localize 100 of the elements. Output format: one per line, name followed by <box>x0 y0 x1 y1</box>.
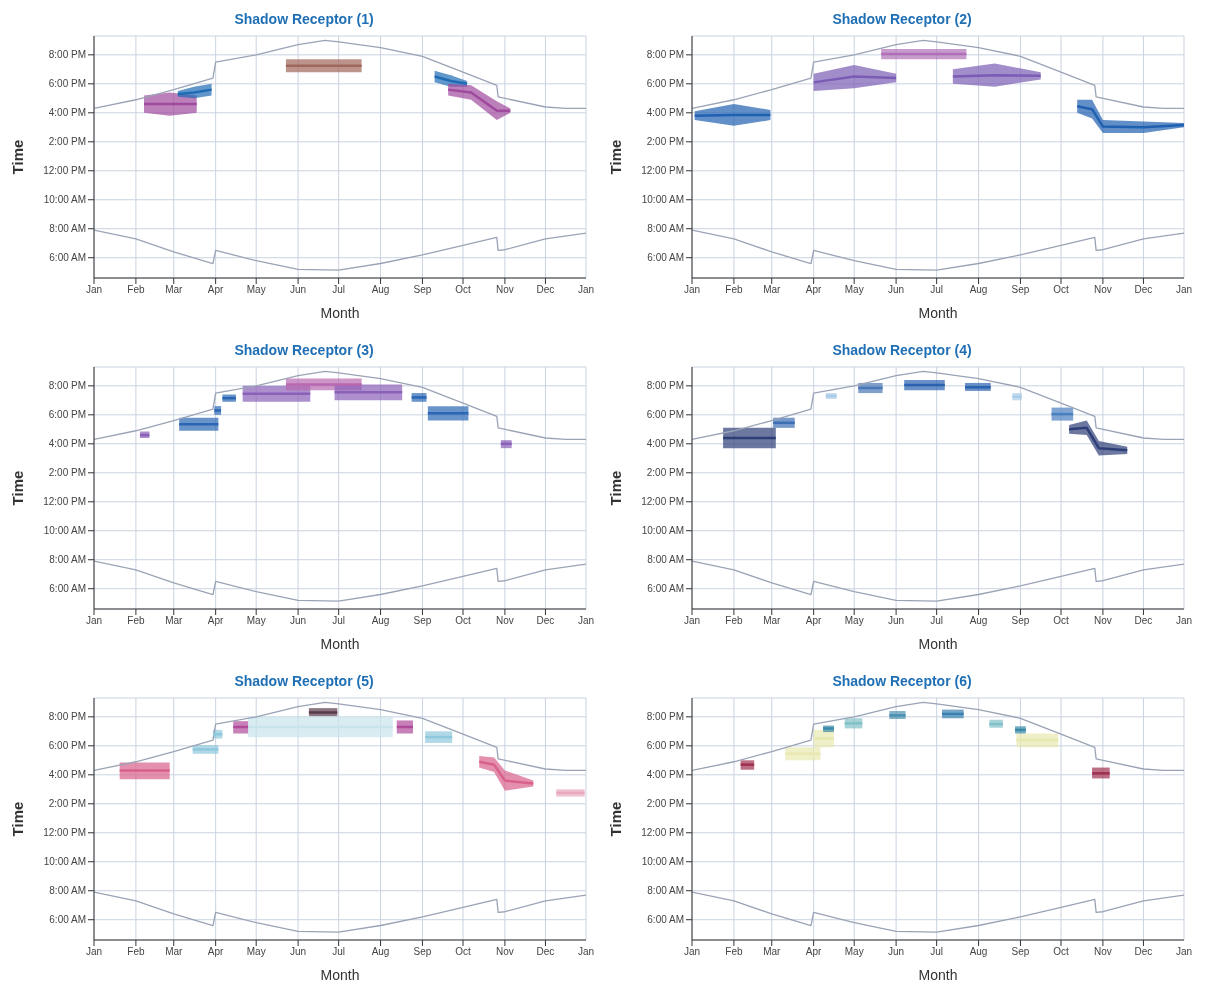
y-tick-label: 4:00 PM <box>48 769 86 781</box>
x-tick-label: Aug <box>371 284 390 296</box>
x-tick-label: Mar <box>763 284 782 296</box>
x-tick-label: Feb <box>725 946 743 958</box>
x-tick-label: Aug <box>371 946 390 958</box>
y-tick-label: 2:00 PM <box>646 798 684 810</box>
y-tick-label: 6:00 PM <box>646 740 684 752</box>
y-tick-label: 12:00 PM <box>43 827 86 839</box>
x-tick-label: Mar <box>763 615 782 627</box>
x-tick-label: Feb <box>127 615 145 627</box>
y-tick-label: 4:00 PM <box>646 107 684 119</box>
y-tick-label: 6:00 PM <box>48 740 86 752</box>
x-tick-label: Dec <box>536 946 555 958</box>
x-tick-label: Jul <box>332 946 346 958</box>
y-tick-label: 12:00 PM <box>43 165 86 177</box>
y-tick-label: 6:00 PM <box>48 78 86 90</box>
x-tick-label: Apr <box>207 946 225 958</box>
x-tick-label: Sep <box>1011 615 1030 627</box>
x-tick-label: Mar <box>165 615 184 627</box>
y-tick-label: 10:00 AM <box>43 194 86 206</box>
x-tick-label: Apr <box>805 946 823 958</box>
x-tick-label: Sep <box>413 615 432 627</box>
y-tick-label: 8:00 PM <box>646 711 684 723</box>
x-tick-label: Oct <box>1053 946 1069 958</box>
y-tick-label: 8:00 AM <box>647 554 684 566</box>
x-tick-label: Apr <box>805 615 823 627</box>
x-tick-label: Jul <box>332 615 346 627</box>
y-tick-label: 8:00 AM <box>647 223 684 235</box>
x-tick-label: Jul <box>332 284 346 296</box>
y-tick-label: 4:00 PM <box>48 107 86 119</box>
y-tick-label: 8:00 PM <box>48 380 86 392</box>
y-tick-label: 10:00 AM <box>641 525 684 537</box>
x-axis-title: Month <box>918 967 958 983</box>
x-tick-label: Nov <box>1094 615 1112 627</box>
y-axis-title: Time <box>607 139 625 175</box>
x-tick-label: Jun <box>888 946 905 958</box>
y-tick-label: 6:00 AM <box>49 583 86 595</box>
y-tick-label: 8:00 PM <box>646 380 684 392</box>
x-tick-label: Oct <box>455 946 471 958</box>
x-tick-label: Jan <box>85 946 103 958</box>
x-axis-title: Month <box>918 636 958 652</box>
chart-title: Shadow Receptor (5) <box>233 672 375 691</box>
x-tick-label: Jan <box>683 946 701 958</box>
x-tick-label: Jul <box>930 284 944 296</box>
y-tick-label: 12:00 PM <box>641 496 684 508</box>
chart-title: Shadow Receptor (4) <box>831 341 973 360</box>
y-tick-label: 4:00 PM <box>646 769 684 781</box>
x-tick-label: Jun <box>888 284 905 296</box>
x-tick-label: Sep <box>1011 284 1030 296</box>
x-tick-label: Nov <box>496 615 514 627</box>
y-axis-title: Time <box>9 801 27 837</box>
x-tick-label: Apr <box>207 615 225 627</box>
y-tick-label: 12:00 PM <box>641 165 684 177</box>
x-tick-label: Nov <box>1094 284 1112 296</box>
y-axis-title: Time <box>9 139 27 175</box>
y-axis-title: Time <box>607 801 625 837</box>
x-tick-label: Dec <box>1134 615 1153 627</box>
x-tick-label: Apr <box>207 284 225 296</box>
y-tick-label: 10:00 AM <box>43 525 86 537</box>
x-tick-label: Aug <box>371 615 390 627</box>
x-tick-label: Feb <box>127 946 145 958</box>
x-tick-label: Mar <box>763 946 782 958</box>
x-tick-label: Sep <box>413 946 432 958</box>
y-tick-label: 12:00 PM <box>43 496 86 508</box>
y-tick-label: 12:00 PM <box>641 827 684 839</box>
x-tick-label: May <box>246 284 266 296</box>
y-tick-label: 8:00 AM <box>647 885 684 897</box>
x-tick-label: Dec <box>536 615 555 627</box>
chart-title: Shadow Receptor (1) <box>233 10 375 29</box>
x-tick-label: Jun <box>290 284 307 296</box>
y-tick-label: 10:00 AM <box>641 194 684 206</box>
x-tick-label: Dec <box>1134 946 1153 958</box>
x-axis-title: Month <box>320 967 360 983</box>
x-tick-label: Aug <box>969 284 988 296</box>
x-tick-label: Sep <box>413 284 432 296</box>
y-tick-label: 6:00 PM <box>646 409 684 421</box>
x-tick-label: Jan <box>85 615 103 627</box>
y-tick-label: 6:00 AM <box>647 252 684 264</box>
y-tick-label: 6:00 AM <box>49 252 86 264</box>
x-tick-label: May <box>844 284 864 296</box>
x-tick-label: Aug <box>969 946 988 958</box>
x-tick-label: Oct <box>455 284 471 296</box>
y-tick-label: 6:00 AM <box>49 914 86 926</box>
y-tick-label: 10:00 AM <box>43 856 86 868</box>
y-tick-label: 2:00 PM <box>48 467 86 479</box>
x-tick-label: Oct <box>1053 284 1069 296</box>
y-tick-label: 2:00 PM <box>48 136 86 148</box>
y-tick-label: 2:00 PM <box>646 136 684 148</box>
x-tick-label: Mar <box>165 284 184 296</box>
y-tick-label: 10:00 AM <box>641 856 684 868</box>
x-axis-title: Month <box>918 305 958 321</box>
x-tick-label: Oct <box>455 615 471 627</box>
y-tick-label: 4:00 PM <box>48 438 86 450</box>
x-tick-label: Jan <box>683 284 701 296</box>
x-tick-label: Jul <box>930 946 944 958</box>
y-tick-label: 2:00 PM <box>646 467 684 479</box>
y-tick-label: 8:00 PM <box>646 49 684 61</box>
y-axis-title: Time <box>607 470 625 506</box>
x-tick-label: May <box>844 946 864 958</box>
y-tick-label: 2:00 PM <box>48 798 86 810</box>
